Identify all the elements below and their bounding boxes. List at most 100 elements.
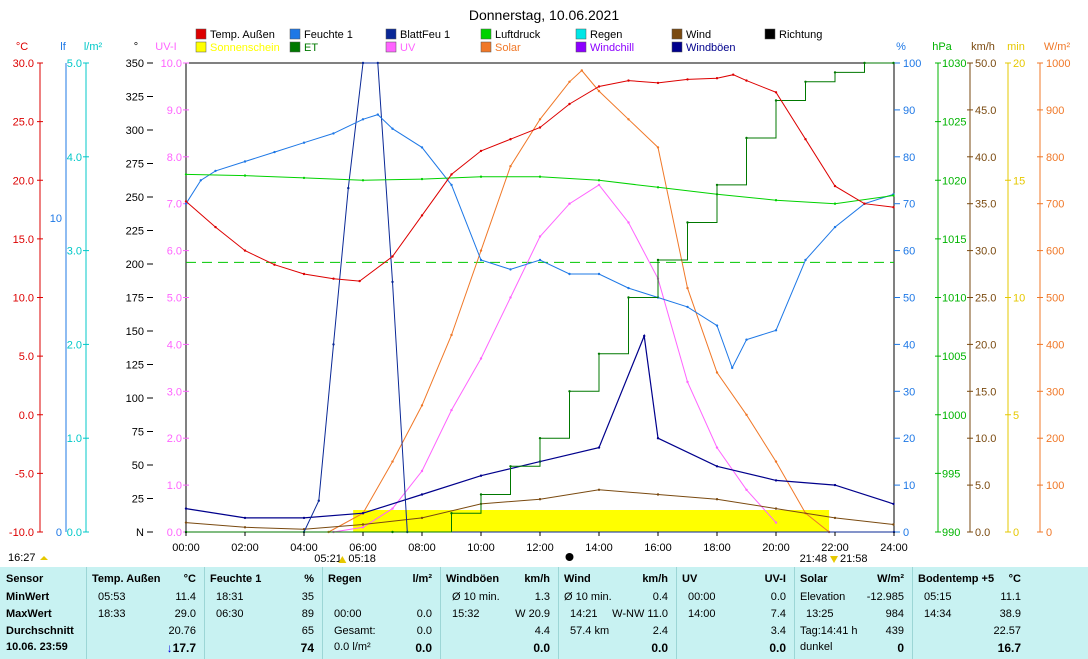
uv-tick-label-1: 9.0 xyxy=(167,105,182,117)
point-windb-en-8 xyxy=(643,334,646,338)
legend-label-0: Temp. Außen xyxy=(210,29,275,41)
point-temp-au-en-6 xyxy=(358,279,361,283)
point-feuchte-1-0 xyxy=(184,202,188,205)
point-solar-4 xyxy=(450,333,453,337)
min-unit: min xyxy=(1007,41,1025,53)
point-feuchte-1-2 xyxy=(214,169,217,173)
lf-tick-label-1: 0 xyxy=(56,527,62,539)
stats-solar-r4-label: dunkel xyxy=(800,641,833,653)
stats-sensor-column: Sensor MinWert MaxWert Durchschnitt 10.0… xyxy=(0,567,87,659)
stats-soil-unit: °C xyxy=(1008,573,1021,585)
wind-tick-label-0: 50.0 xyxy=(975,58,996,70)
stats-soil-column: Bodentemp +5 °C 05:15 11.1 14:34 38.9 22… xyxy=(912,567,1087,659)
point-et-2 xyxy=(450,512,453,515)
stats-gust-header: Windböen xyxy=(446,573,500,585)
temp-tick-label-5: 5.0 xyxy=(19,351,34,363)
stats-wind-header: Wind xyxy=(564,573,591,585)
uv-tick-label-9: 1.0 xyxy=(167,480,182,492)
stats-temp-min-time: 05:53 xyxy=(98,591,126,603)
dir-tick-label-6: 200 xyxy=(126,259,144,271)
wind-tick-label-10: 0.0 xyxy=(975,527,990,539)
point-uv-1 xyxy=(361,526,365,529)
x-tick-label-2: 04:00 xyxy=(290,542,318,554)
dir-tick-label-4: 250 xyxy=(126,192,144,204)
sunset-label-2: 21:58 xyxy=(840,553,868,565)
legend-label-12: Windböen xyxy=(686,42,736,54)
point-solar-9 xyxy=(580,69,583,72)
sunrise-label-2: 05:18 xyxy=(348,553,376,565)
point-feuchte-1-13 xyxy=(509,268,512,271)
legend-swatch-10 xyxy=(480,41,492,53)
press-tick-label-2: 1020 xyxy=(942,175,966,187)
point-et-4 xyxy=(509,465,512,468)
point-windb-en-3 xyxy=(361,512,365,515)
hum-tick-label-4: 60 xyxy=(903,246,915,258)
x-tick-label-11: 22:00 xyxy=(821,542,849,554)
point-solar-14 xyxy=(715,371,719,374)
point-uv-12 xyxy=(686,380,689,384)
stats-wind-r3: 2.4 xyxy=(652,625,668,637)
stats-uv-avg: 3.4 xyxy=(770,625,786,637)
stats-rain-r2: 0.0 xyxy=(416,625,432,637)
legend-label-5: Wind xyxy=(686,29,711,41)
lf-tick-label-0: 10 xyxy=(50,213,62,225)
point-luftdruck-3 xyxy=(361,179,365,182)
legend-swatch-6 xyxy=(764,28,776,40)
point-uv-14 xyxy=(745,488,748,491)
x-tick-label-3: 06:00 xyxy=(349,542,377,554)
solar-tick-label-9: 100 xyxy=(1046,480,1064,492)
point-luftdruck-7 xyxy=(597,179,601,182)
solar-tick-label-5: 500 xyxy=(1046,293,1064,305)
point-temp-au-en-8 xyxy=(420,214,424,217)
wind-tick-label-2: 40.0 xyxy=(975,152,996,164)
press-tick-label-3: 1015 xyxy=(942,234,966,246)
hum-tick-label-8: 20 xyxy=(903,433,915,445)
wind-unit: km/h xyxy=(971,41,995,53)
point-temp-au-en-9 xyxy=(450,173,453,176)
stats-uv-min: 0.0 xyxy=(770,591,786,603)
stats-temp-max-time: 18:33 xyxy=(98,608,126,620)
stats-hum-unit: % xyxy=(304,573,314,585)
point-uv-3 xyxy=(420,469,424,473)
rain-tick-label-0: 5.0 xyxy=(67,58,82,70)
sunrise-icon xyxy=(338,556,347,563)
series-line-et xyxy=(186,62,894,533)
point-temp-au-en-25 xyxy=(892,206,895,209)
uv-tick-label-3: 7.0 xyxy=(167,199,182,211)
solar-tick-label-4: 600 xyxy=(1046,246,1064,258)
press-tick-label-8: 990 xyxy=(942,527,960,539)
wind-tick-label-9: 5.0 xyxy=(975,480,990,492)
x-tick-label-8: 16:00 xyxy=(644,542,672,554)
point-temp-au-en-14 xyxy=(597,85,601,88)
point-luftdruck-4 xyxy=(420,177,424,181)
legend-swatch-12 xyxy=(671,41,683,53)
point-feuchte-1-5 xyxy=(302,141,306,144)
solar-tick-label-6: 400 xyxy=(1046,339,1064,351)
point-blattfeu-1-5 xyxy=(361,61,365,65)
stats-solar-column: Solar W/m² Elevation -12.985 13:25 984 T… xyxy=(794,567,913,659)
stats-rain-header: Regen xyxy=(328,573,362,585)
x-tick-label-7: 14:00 xyxy=(585,542,613,554)
point-feuchte-1-14 xyxy=(538,258,542,262)
chart-title: Donnerstag, 10.06.2021 xyxy=(469,7,619,23)
stats-uv-max: 7.4 xyxy=(770,608,786,620)
point-wind-10 xyxy=(774,507,778,510)
point-temp-au-en-11 xyxy=(509,138,512,141)
min-tick-label-1: 15 xyxy=(1013,175,1025,187)
point-feuchte-1-3 xyxy=(243,160,247,163)
point-et-17 xyxy=(892,61,895,65)
hum-tick-label-7: 30 xyxy=(903,386,915,398)
point-luftdruck-0 xyxy=(184,173,188,176)
sunrise-label: 05:21 xyxy=(314,553,342,565)
point-blattfeu-1-6 xyxy=(376,61,379,65)
legend-label-11: Windchill xyxy=(590,42,634,54)
corner-time: 16:27 xyxy=(8,552,36,564)
stats-wind-r3-label: 57.4 km xyxy=(570,625,610,637)
uv-tick-label-7: 3.0 xyxy=(167,386,182,398)
stats-temp-unit: °C xyxy=(183,573,196,585)
point-feuchte-1-17 xyxy=(627,286,630,290)
legend-label-7: Sonnenschein xyxy=(210,42,280,54)
uv-tick-label-4: 6.0 xyxy=(167,246,182,258)
solar-tick-label-7: 300 xyxy=(1046,386,1064,398)
point-windb-en-11 xyxy=(774,479,778,482)
